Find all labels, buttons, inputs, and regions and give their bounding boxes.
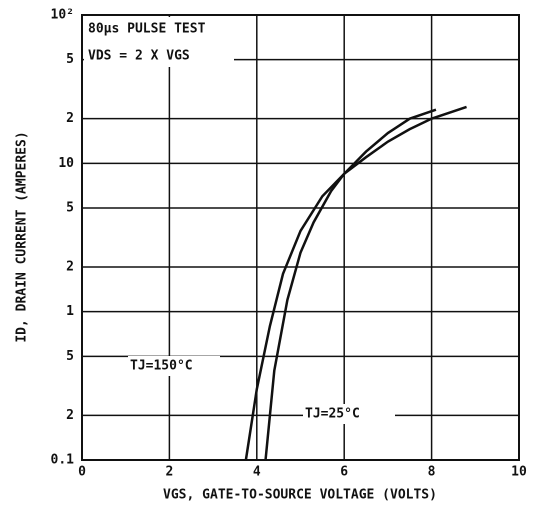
y-tick-label: 5 <box>66 349 74 364</box>
series-label: TJ=25°C <box>305 407 360 422</box>
y-tick-label: 5 <box>66 200 74 215</box>
annotation-box <box>84 17 234 67</box>
x-tick-label: 2 <box>165 465 173 480</box>
series-label-bg <box>128 356 220 376</box>
x-tick-label: 6 <box>340 465 348 480</box>
x-tick-label: 10 <box>511 465 527 480</box>
series-label-bg <box>303 404 395 424</box>
y-tick-label: 10 <box>58 156 74 171</box>
y-tick-label: 2 <box>66 260 74 275</box>
y-tick-label: 2 <box>66 408 74 423</box>
annotation: 80µs PULSE TEST <box>88 22 206 37</box>
annotation: VDS = 2 X VGS <box>88 49 190 64</box>
y-tick-label: 10² <box>51 8 74 23</box>
x-axis-label: VGS, GATE-TO-SOURCE VOLTAGE (VOLTS) <box>163 488 437 503</box>
series-line <box>244 105 467 461</box>
x-tick-label: 4 <box>253 465 261 480</box>
x-tick-label: 8 <box>428 465 436 480</box>
y-tick-label: 1 <box>66 304 74 319</box>
series-label: TJ=150°C <box>130 359 193 374</box>
x-tick-label: 0 <box>78 465 86 480</box>
y-tick-label: 5 <box>66 52 74 67</box>
y-tick-label: 0.1 <box>51 453 75 468</box>
series-line <box>264 108 437 461</box>
y-tick-label: 2 <box>66 111 74 126</box>
y-axis-label: ID, DRAIN CURRENT (AMPERES) <box>15 131 30 342</box>
plot-frame <box>81 14 520 461</box>
